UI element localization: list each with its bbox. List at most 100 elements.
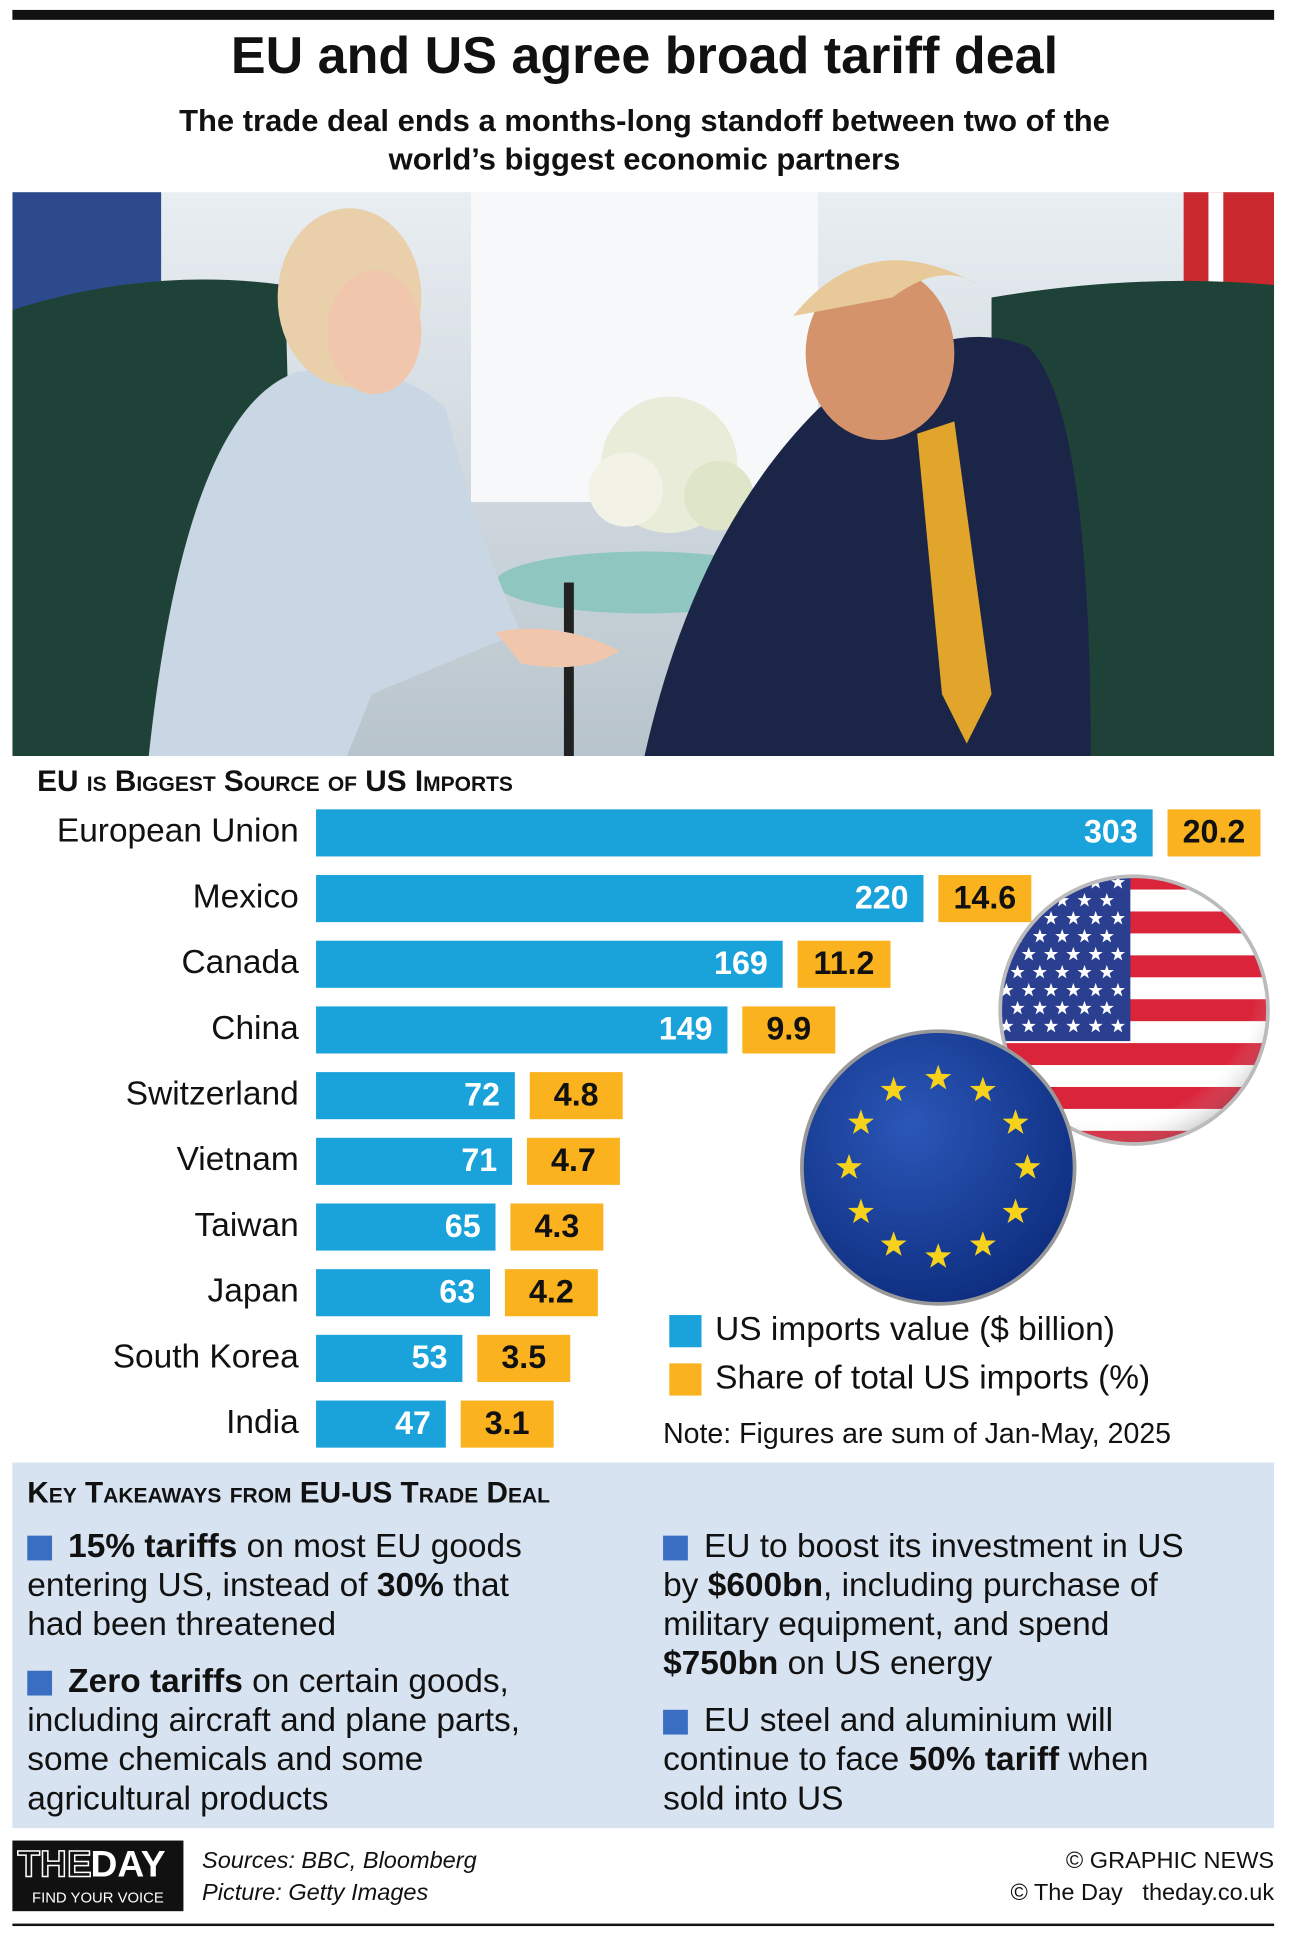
takeaway-text: $750bn bbox=[663, 1645, 778, 1682]
takeaway-text: including aircraft and plane parts, bbox=[27, 1702, 520, 1739]
share-box bbox=[797, 940, 891, 988]
takeaway-text: military equipment, and spend bbox=[663, 1606, 1109, 1643]
takeaway-text: sold into US bbox=[663, 1780, 843, 1817]
share-label: 4.2 bbox=[529, 1273, 574, 1309]
share-label: 20.2 bbox=[1183, 814, 1246, 850]
eu-stars bbox=[835, 1064, 1041, 1268]
bullet bbox=[663, 1535, 688, 1561]
takeaway-line: continue to face 50% tariff when bbox=[663, 1741, 1148, 1778]
takeaway-line: by $600bn, including purchase of bbox=[663, 1567, 1158, 1604]
flag-star bbox=[969, 1076, 996, 1102]
share-box bbox=[529, 1072, 623, 1120]
bottom-rule bbox=[12, 1923, 1275, 1927]
takeaway-line: Zero tariffs on certain goods, bbox=[68, 1663, 509, 1700]
logo-text: DAY bbox=[90, 1842, 165, 1884]
category-label: India bbox=[226, 1404, 299, 1441]
share-label: 11.2 bbox=[814, 945, 875, 981]
category-label: China bbox=[211, 1010, 299, 1047]
category-label: Japan bbox=[208, 1273, 299, 1310]
bar bbox=[316, 1334, 463, 1382]
credit: © The Day theday.co.uk bbox=[1010, 1879, 1274, 1905]
category-label: South Korea bbox=[113, 1338, 299, 1375]
flag-star bbox=[1032, 893, 1047, 907]
flag-star bbox=[848, 1109, 874, 1134]
flag-star bbox=[925, 1064, 952, 1090]
value-label: 169 bbox=[714, 945, 768, 981]
value-label: 47 bbox=[395, 1405, 431, 1441]
takeaway-line: including aircraft and plane parts, bbox=[27, 1702, 520, 1739]
takeaway-text: had been threatened bbox=[27, 1606, 336, 1643]
title: EU and US agree broad tariff deal bbox=[231, 27, 1058, 85]
value-label: 72 bbox=[464, 1076, 500, 1112]
share-box bbox=[526, 1137, 620, 1185]
share-box bbox=[460, 1400, 554, 1448]
top-rule bbox=[12, 9, 1275, 20]
takeaway-line: some chemicals and some bbox=[27, 1741, 423, 1778]
bullet bbox=[663, 1709, 688, 1735]
bar bbox=[316, 1137, 513, 1185]
share-label: 4.7 bbox=[551, 1142, 596, 1178]
sources: Picture: Getty Images bbox=[202, 1879, 428, 1905]
takeaway-text: some chemicals and some bbox=[27, 1741, 423, 1778]
takeaway-text: by bbox=[663, 1567, 708, 1604]
takeaway-text: when bbox=[1059, 1741, 1148, 1778]
value-label: 53 bbox=[412, 1339, 448, 1375]
value-label: 303 bbox=[1084, 814, 1138, 850]
takeaway-line: 15% tariffs on most EU goods bbox=[68, 1528, 522, 1565]
logo-box bbox=[12, 1840, 184, 1912]
flag-star bbox=[1002, 1109, 1029, 1134]
takeaway-line: entering US, instead of 30% that bbox=[27, 1567, 509, 1604]
category-label: Taiwan bbox=[195, 1207, 299, 1244]
bar bbox=[316, 1006, 728, 1054]
share-box bbox=[938, 875, 1032, 923]
takeaway-text: on US energy bbox=[778, 1645, 992, 1682]
share-label: 9.9 bbox=[766, 1011, 811, 1047]
takeaway-text: that bbox=[444, 1567, 510, 1604]
share-box bbox=[510, 1203, 604, 1251]
bullet bbox=[27, 1670, 53, 1696]
takeaway-text: 15% tariffs bbox=[68, 1528, 237, 1565]
takeaway-text: EU to boost its investment in US bbox=[704, 1528, 1184, 1565]
takeaway-line: agricultural products bbox=[27, 1780, 328, 1817]
takeaway-text: $600bn bbox=[708, 1567, 823, 1604]
takeaway-text: entering US, instead of bbox=[27, 1567, 377, 1604]
share-label: 3.1 bbox=[485, 1405, 530, 1441]
category-label: Vietnam bbox=[177, 1141, 299, 1178]
sources: Sources: BBC, Bloomberg bbox=[202, 1847, 477, 1873]
legend-swatch bbox=[669, 1315, 702, 1348]
takeaway-line: military equipment, and spend bbox=[663, 1606, 1109, 1643]
share-box bbox=[1167, 809, 1261, 857]
bar bbox=[316, 1269, 491, 1317]
bar bbox=[316, 940, 783, 988]
flag-star bbox=[848, 1198, 874, 1224]
category-label: Mexico bbox=[193, 878, 299, 915]
share-box bbox=[477, 1334, 571, 1382]
bar bbox=[316, 1072, 515, 1120]
takeaway-line: $750bn on US energy bbox=[663, 1645, 992, 1682]
takeaway-line: EU steel and aluminium will bbox=[704, 1702, 1113, 1739]
takeaway-text: , including purchase of bbox=[823, 1567, 1158, 1604]
note: Note: Figures are sum of Jan-May, 2025 bbox=[663, 1418, 1171, 1450]
share-label: 3.5 bbox=[501, 1339, 546, 1375]
share-box bbox=[742, 1006, 836, 1054]
takeaway-text: on certain goods, bbox=[243, 1663, 509, 1700]
flag-star bbox=[1002, 1198, 1029, 1224]
takeaway-text: on most EU goods bbox=[237, 1528, 522, 1565]
takeaways-panel bbox=[12, 1462, 1275, 1829]
takeaway-text: EU steel and aluminium will bbox=[704, 1702, 1113, 1739]
category-label: Canada bbox=[182, 944, 300, 981]
subtitle: world’s biggest economic partners bbox=[388, 141, 901, 176]
flag-star bbox=[1014, 1153, 1041, 1179]
share-label: 4.8 bbox=[554, 1076, 599, 1112]
takeaway-line: sold into US bbox=[663, 1780, 843, 1817]
flag-star bbox=[1043, 876, 1059, 889]
category-label: Switzerland bbox=[126, 1075, 299, 1112]
us-flag-rim bbox=[998, 874, 1270, 1146]
photo bbox=[12, 192, 1275, 757]
takeaways-title: Key Takeaways from EU-US Trade Deal bbox=[27, 1477, 550, 1510]
takeaway-line: EU to boost its investment in US bbox=[704, 1528, 1184, 1565]
value-label: 71 bbox=[461, 1142, 497, 1178]
share-box bbox=[504, 1269, 598, 1317]
value-label: 149 bbox=[659, 1011, 713, 1047]
